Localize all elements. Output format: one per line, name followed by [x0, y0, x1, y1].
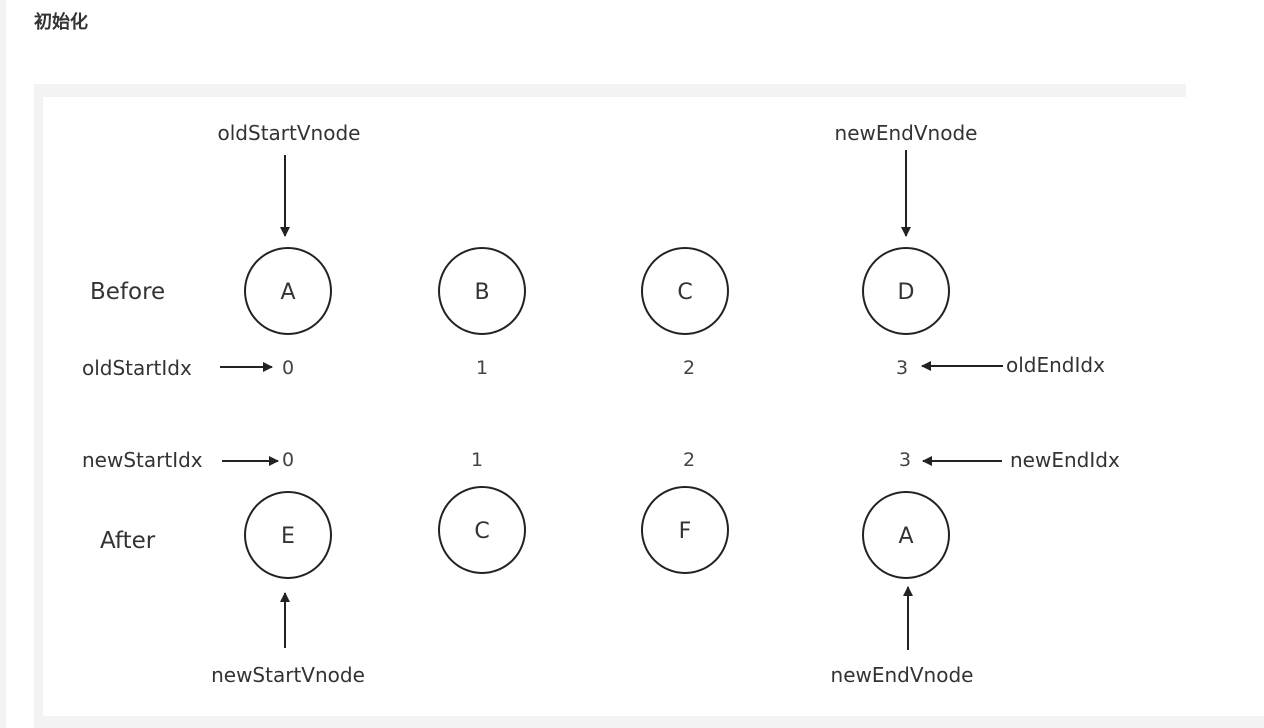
before-node-c: C — [641, 247, 729, 335]
before-node-b: B — [438, 247, 526, 335]
left-edge — [0, 0, 6, 728]
before-row-label: Before — [90, 279, 165, 305]
after-index-3: 3 — [899, 449, 911, 471]
after-index-1: 1 — [471, 449, 483, 471]
new-start-idx-label: newStartIdx — [82, 448, 203, 472]
after-row-label: After — [100, 528, 156, 554]
node-letter: B — [474, 280, 489, 305]
after-index-2: 2 — [683, 449, 695, 471]
section-heading: 初始化 — [34, 12, 88, 33]
node-letter: A — [898, 524, 913, 549]
before-index-3: 3 — [896, 357, 908, 379]
after-node-c: C — [438, 486, 526, 574]
node-letter: F — [679, 519, 692, 544]
node-letter: D — [898, 280, 915, 305]
new-start-vnode-label: newStartVnode — [211, 663, 365, 687]
before-index-1: 1 — [476, 357, 488, 379]
after-node-f: F — [641, 486, 729, 574]
node-letter: E — [281, 524, 295, 549]
diagram-canvas — [43, 97, 1186, 716]
node-letter: A — [280, 280, 295, 305]
after-node-a: A — [862, 491, 950, 579]
old-start-vnode-label: oldStartVnode — [218, 121, 361, 145]
node-letter: C — [677, 280, 692, 305]
before-index-2: 2 — [683, 357, 695, 379]
old-start-idx-label: oldStartIdx — [82, 356, 192, 380]
new-end-vnode-label: newEndVnode — [831, 663, 974, 687]
new-end-idx-label: newEndIdx — [1010, 448, 1120, 472]
old-end-idx-label: oldEndIdx — [1006, 353, 1105, 377]
old-end-vnode-label: newEndVnode — [835, 121, 978, 145]
bottom-strip — [34, 716, 1264, 728]
after-index-0: 0 — [282, 449, 294, 471]
after-node-e: E — [244, 491, 332, 579]
before-node-d: D — [862, 247, 950, 335]
before-node-a: A — [244, 247, 332, 335]
before-index-0: 0 — [282, 357, 294, 379]
node-letter: C — [474, 519, 489, 544]
